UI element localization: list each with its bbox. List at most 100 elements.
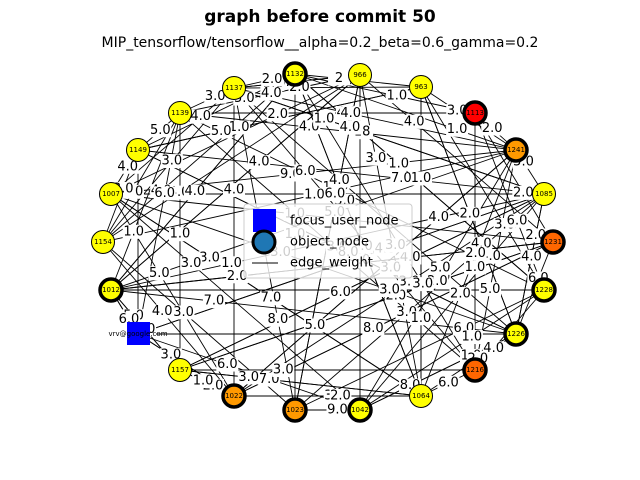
object-node-label: 1042 xyxy=(351,406,369,414)
object-node: 1137 xyxy=(222,76,246,100)
svg-text:8.0: 8.0 xyxy=(268,312,289,327)
edge-weight-label: 4.0 xyxy=(183,184,206,199)
edge-weight-label: 1.0 xyxy=(410,171,432,186)
edge-weight-label: 4.0 xyxy=(328,173,351,188)
edge-weight-label: 2 xyxy=(328,71,351,86)
edge-weight-label: 6.0 xyxy=(329,285,352,300)
graph-edge xyxy=(102,74,361,243)
object-node-label: 963 xyxy=(414,83,427,91)
object-node: 1012 xyxy=(98,277,124,303)
svg-text:3.0: 3.0 xyxy=(238,370,259,385)
object-node-marker xyxy=(222,76,246,100)
svg-text:5.0: 5.0 xyxy=(149,266,170,281)
object-node-marker xyxy=(91,230,115,254)
object-node-label: 1137 xyxy=(225,84,243,92)
edge-weight-label: 2.0 xyxy=(266,107,289,122)
object-node: 1022 xyxy=(221,383,247,409)
edge-weight-label: 7.0 xyxy=(202,294,225,309)
edge-weight-label: 2.0 xyxy=(481,121,504,136)
svg-text:6.0: 6.0 xyxy=(325,187,346,202)
edge-weight-label: 7.0 xyxy=(259,291,282,306)
edge-weight-label: 6.0 xyxy=(216,357,239,372)
svg-text:4.0: 4.0 xyxy=(340,106,361,121)
edge-weight-label: 4.0 xyxy=(151,304,174,319)
edge-weight-label: 3.0 xyxy=(237,370,260,385)
object-node-marker xyxy=(168,101,192,125)
graph-edge xyxy=(179,193,545,371)
edge-weight-label: 2.0 xyxy=(512,185,535,200)
svg-text:1.0: 1.0 xyxy=(193,374,214,389)
edge-weight-label: 1.0 xyxy=(410,311,432,326)
edge-weight-label: 5.0 xyxy=(148,266,171,281)
svg-text:4.0: 4.0 xyxy=(404,114,425,129)
object-node-marker xyxy=(282,61,308,87)
focus-user-node: vrv@google.com xyxy=(108,322,168,345)
svg-text:8.0: 8.0 xyxy=(363,321,384,336)
svg-text:4.0: 4.0 xyxy=(184,184,205,199)
edge-weight-label: 4.0 xyxy=(189,109,212,124)
svg-text:1.0: 1.0 xyxy=(411,311,432,326)
svg-text:4.0: 4.0 xyxy=(329,173,350,188)
svg-text:4.0: 4.0 xyxy=(249,155,270,170)
edge-weight-label: 3.0 xyxy=(378,283,401,298)
object-node-marker xyxy=(282,397,308,423)
svg-text:3.0: 3.0 xyxy=(181,256,202,271)
graph-edge xyxy=(294,73,476,114)
object-node-marker xyxy=(532,182,556,206)
graph-edge xyxy=(137,112,181,335)
edge-weight-label: 1.0 xyxy=(303,187,326,202)
edge-weight-label: 1.0 xyxy=(387,156,410,171)
svg-text:1.0: 1.0 xyxy=(170,227,191,242)
legend-focus-label: focus_user_node xyxy=(290,214,399,229)
graph-title: graph before commit 50 xyxy=(204,7,436,27)
object-node-label: 1154 xyxy=(94,238,112,246)
svg-text:1.0: 1.0 xyxy=(447,122,468,137)
edge-weight-label: 4.0 xyxy=(427,210,450,225)
object-node: 1154 xyxy=(91,230,115,254)
object-node-label: 1216 xyxy=(466,366,484,374)
object-node-label: 1231 xyxy=(544,238,562,246)
edge-weight-label: 4.0 xyxy=(116,159,139,174)
svg-text:5.0: 5.0 xyxy=(305,318,326,333)
object-node: 963 xyxy=(409,75,433,99)
svg-text:1.0: 1.0 xyxy=(462,330,483,345)
svg-text:1.0: 1.0 xyxy=(221,256,242,271)
svg-text:3.0: 3.0 xyxy=(205,89,226,104)
edge-weight-label: 5.0 xyxy=(149,123,172,138)
graph-edge xyxy=(102,241,235,397)
graph-edge xyxy=(102,73,296,243)
svg-text:3.0: 3.0 xyxy=(161,154,182,169)
svg-text:5.0: 5.0 xyxy=(480,282,501,297)
graph-edge xyxy=(359,289,545,411)
svg-text:4.0: 4.0 xyxy=(152,304,173,319)
edge-weight-label: 3.0 xyxy=(364,151,387,166)
svg-text:1.0: 1.0 xyxy=(304,187,325,202)
svg-text:5.0: 5.0 xyxy=(211,124,232,139)
svg-text:4.0: 4.0 xyxy=(340,120,361,135)
nodes-layer: 1132 966 963 1113 1241 1085 1231 1228 1226 1216 10… xyxy=(91,61,566,423)
edge-weight-label: 6.0 xyxy=(506,213,529,228)
focus-user-node-label: vrv@google.com xyxy=(108,330,167,338)
svg-text:1.0: 1.0 xyxy=(411,171,432,186)
svg-text:1.0: 1.0 xyxy=(123,224,144,239)
svg-text:6.0: 6.0 xyxy=(295,164,316,179)
legend-object-label: object_node xyxy=(290,235,369,250)
svg-text:4.0: 4.0 xyxy=(224,183,245,198)
object-node-marker xyxy=(168,358,192,382)
object-node: 1231 xyxy=(540,229,566,255)
svg-text:3.0: 3.0 xyxy=(273,363,294,378)
object-node-label: 1132 xyxy=(286,70,304,78)
graph-edge xyxy=(294,73,517,151)
graph-edge xyxy=(137,149,545,195)
edge-weight-label: 1.0 xyxy=(192,374,215,389)
object-node: 1007 xyxy=(99,182,123,206)
svg-text:1.0: 1.0 xyxy=(465,260,486,275)
object-node-marker xyxy=(409,75,433,99)
object-node-marker xyxy=(462,357,488,383)
edge-weight-label: 1.0 xyxy=(313,111,336,126)
edge-weight-label: 1.0 xyxy=(122,224,145,239)
edge-weight-label: 2.0 xyxy=(464,246,487,261)
edge-weight-label: 1.0 xyxy=(228,120,251,135)
edge-weight-label: 5.0 xyxy=(429,260,452,275)
